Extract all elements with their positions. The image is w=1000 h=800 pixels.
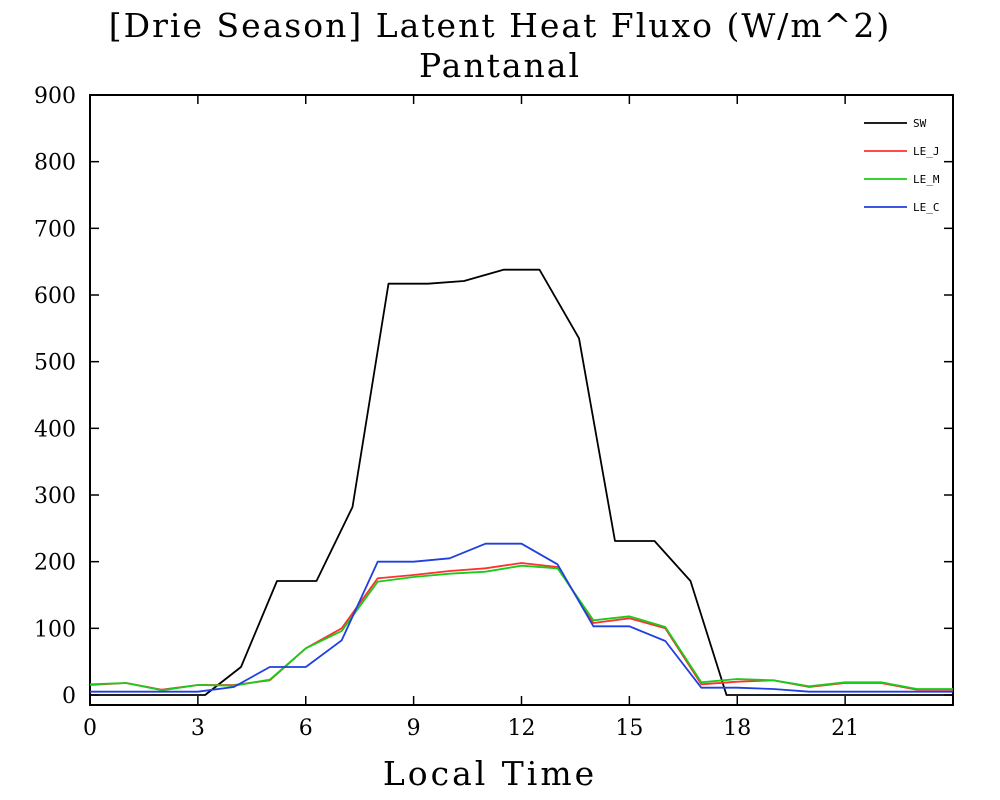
- y-tick-label: 100: [34, 617, 76, 642]
- y-tick-label: 700: [34, 217, 76, 242]
- y-tick-label: 900: [34, 84, 76, 109]
- x-tick-label: 6: [299, 716, 313, 741]
- legend-label: LE_J: [913, 145, 940, 158]
- series-line-le-m: [89, 564, 953, 692]
- y-tick-label: 600: [34, 284, 76, 309]
- series-line-le-c: [90, 542, 953, 693]
- legend: SW LE_J LE_M LE_C: [864, 117, 940, 214]
- chart-subtitle: Pantanal: [418, 46, 582, 85]
- x-tick-label: 9: [407, 716, 421, 741]
- x-axis-title: Local Time: [383, 754, 597, 793]
- x-tick-label: 21: [831, 716, 859, 741]
- y-tick-label: 500: [34, 351, 76, 376]
- y-tick-label: 200: [34, 551, 76, 576]
- x-tick-label: 3: [191, 716, 205, 741]
- legend-label: LE_M: [913, 173, 940, 186]
- y-tick-label: 800: [34, 151, 76, 176]
- x-tick-label: 18: [723, 716, 751, 741]
- series-line-le-j: [89, 562, 953, 691]
- legend-label: LE_C: [913, 201, 940, 214]
- y-tick-label: 400: [34, 417, 76, 442]
- legend-label: SW: [913, 117, 927, 130]
- series-line-sw: [90, 268, 953, 696]
- chart-title: [Drie Season] Latent Heat Fluxo (W/m^2): [108, 6, 892, 45]
- x-tick-label: 15: [615, 716, 643, 741]
- x-tick-label: 0: [83, 716, 97, 741]
- x-tick-label: 12: [508, 716, 536, 741]
- y-tick-label: 0: [62, 684, 76, 709]
- y-tick-label: 300: [34, 484, 76, 509]
- plot-area-frame: [89, 94, 954, 706]
